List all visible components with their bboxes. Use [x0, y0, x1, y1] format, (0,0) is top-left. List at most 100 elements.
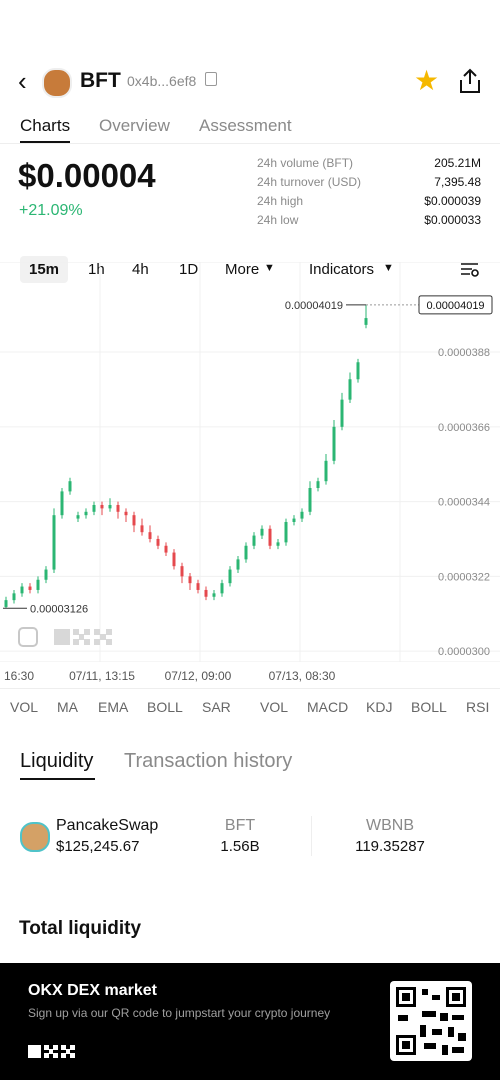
x-tick-label: 07/12, 09:00 — [165, 669, 232, 683]
candle-body — [188, 576, 192, 584]
stat-value: $0.000033 — [424, 213, 481, 227]
candle-body — [172, 552, 176, 567]
pool-column-label: BFT — [224, 817, 256, 834]
price-change: +21.09% — [19, 202, 83, 219]
last-price-label: 0.00004019 — [426, 300, 484, 312]
y-tick-label: 0.0000366 — [438, 422, 490, 434]
candle-body — [260, 528, 264, 536]
stat-label: 24h volume (BFT) — [257, 156, 354, 170]
banner-text: Sign up via our QR code to jumpstart you… — [28, 1006, 331, 1020]
indicator-tab[interactable]: BOLL — [147, 699, 183, 715]
candle-body — [156, 538, 160, 546]
candle-body — [148, 532, 152, 539]
x-tick-label: 07/11, 13:15 — [69, 669, 135, 683]
token-symbol: BFT — [80, 69, 121, 92]
candle-body — [196, 583, 200, 590]
favorite-star[interactable]: ★ — [414, 65, 440, 96]
candle-body — [252, 535, 256, 546]
divider — [0, 688, 500, 689]
interval[interactable]: 1h — [88, 261, 105, 278]
candle-body — [60, 491, 64, 516]
indicator-tab[interactable]: EMA — [98, 699, 129, 715]
divider — [311, 816, 312, 856]
candle-body — [300, 511, 304, 519]
tab[interactable]: Overview — [99, 116, 170, 135]
pool-name: PancakeSwap — [56, 817, 159, 834]
stat-label: 24h high — [257, 194, 304, 208]
candle-body — [36, 579, 40, 590]
candle-body — [100, 504, 104, 509]
candle-body — [356, 362, 360, 380]
candle-body — [228, 569, 232, 584]
tab-underline — [20, 778, 95, 780]
candle-body — [316, 481, 320, 488]
candle-body — [68, 481, 72, 492]
candle-body — [52, 515, 56, 570]
stat-label: 24h low — [257, 213, 299, 227]
stat-label: 24h turnover (USD) — [257, 175, 362, 189]
pool-column-value: 119.35287 — [355, 838, 425, 855]
y-tick-label: 0.0000344 — [438, 497, 490, 509]
candle-body — [164, 545, 168, 553]
candle-body — [364, 318, 368, 325]
section-title: Total liquidity — [19, 918, 142, 939]
share-icon[interactable] — [458, 68, 482, 94]
interval[interactable]: 4h — [132, 261, 149, 278]
indicator-tab[interactable]: VOL — [10, 699, 39, 715]
stat-value: 7,395.48 — [434, 175, 481, 189]
candle-body — [340, 399, 344, 427]
tab[interactable]: Transaction history — [124, 750, 293, 772]
candle-body — [292, 518, 296, 522]
promo-banner[interactable]: OKX DEX market Sign up via our QR code t… — [0, 963, 500, 1080]
tab[interactable]: Liquidity — [20, 750, 94, 772]
candle-body — [180, 566, 184, 577]
indicator-tab[interactable]: SAR — [202, 699, 231, 715]
candle-body — [20, 586, 24, 594]
indicators-button[interactable]: Indicators — [309, 261, 375, 278]
candle-body — [244, 545, 248, 560]
pool-column-value: 1.56B — [220, 838, 260, 855]
indicator-tab[interactable]: RSI — [466, 699, 490, 715]
interval[interactable]: 1D — [179, 261, 199, 278]
back-button[interactable]: ‹ — [18, 66, 27, 96]
indicator-tab[interactable]: MACD — [307, 699, 349, 715]
candle-body — [12, 593, 16, 601]
y-tick-label: 0.0000388 — [438, 347, 490, 359]
candle-body — [76, 515, 80, 519]
candle-body — [348, 379, 352, 400]
banner-title: OKX DEX market — [28, 982, 157, 999]
candle-body — [308, 487, 312, 512]
candle-body — [28, 586, 32, 590]
dropdown-arrow: ▼ — [264, 262, 275, 274]
interval-selected-bg — [20, 256, 68, 283]
pool-icon — [20, 822, 50, 852]
candle-body — [4, 600, 8, 607]
interval[interactable]: 15m — [29, 261, 60, 278]
y-tick-label: 0.0000300 — [438, 646, 490, 658]
copy-icon[interactable] — [205, 72, 217, 86]
candle-body — [204, 589, 208, 597]
stat-value: 205.21M — [434, 156, 481, 170]
indicator-tab[interactable]: BOLL — [411, 699, 447, 715]
indicator-tab[interactable]: MA — [57, 699, 78, 715]
divider — [0, 143, 500, 144]
more-button[interactable]: More — [225, 261, 260, 278]
tab[interactable]: Charts — [20, 116, 71, 135]
settings-icon[interactable] — [460, 262, 480, 278]
tab-underline — [20, 141, 70, 143]
indicator-tab[interactable]: KDJ — [366, 699, 393, 715]
stat-value: $0.000039 — [424, 194, 481, 208]
candle-body — [124, 511, 128, 516]
indicator-tab[interactable]: VOL — [260, 699, 289, 715]
tab[interactable]: Assessment — [199, 116, 292, 135]
candle-body — [324, 460, 328, 482]
candle-body — [268, 528, 272, 546]
last-price-box — [418, 295, 493, 315]
candle-body — [108, 504, 112, 509]
candle-body — [276, 542, 280, 546]
candlestick-chart: 0.0000300 0.0000322 0.0000344 0.0000366 0.00… — [0, 262, 500, 662]
y-tick-label: 0.0000322 — [438, 571, 490, 583]
candle-body — [220, 583, 224, 594]
qr-code — [390, 981, 472, 1061]
